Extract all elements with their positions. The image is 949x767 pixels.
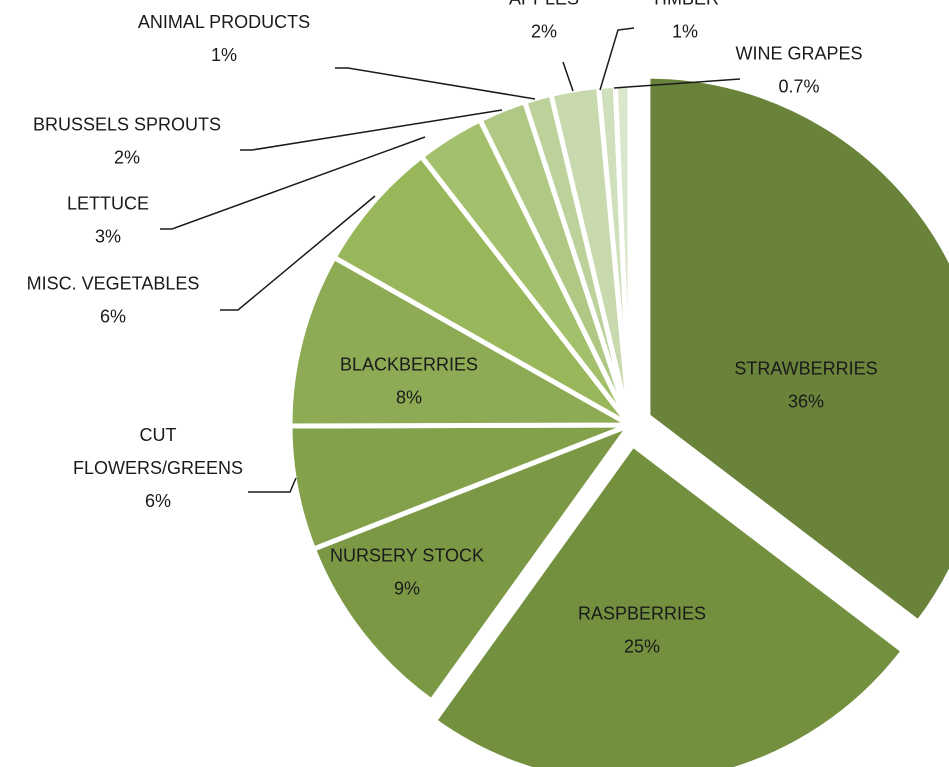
slice-name-label: STRAWBERRIES — [734, 359, 877, 379]
slice-percent-label: 25% — [624, 637, 660, 657]
slice-label: MISC. VEGETABLES 6% — [27, 274, 200, 327]
slice-percent-label: 3% — [95, 227, 121, 247]
slice-name-label: TIMBER — [651, 0, 719, 9]
slice-percent-label: 6% — [145, 491, 171, 511]
slice-name-label: ANIMAL PRODUCTS — [138, 12, 310, 32]
slice-labels: STRAWBERRIES 36% RASPBERRIES 25% NURSERY STO… — [27, 0, 878, 657]
slice-label: STRAWBERRIES 36% — [734, 359, 877, 412]
slice-name-label: MISC. VEGETABLES — [27, 274, 200, 294]
slice-percent-label: 2% — [114, 148, 140, 168]
leader-line — [220, 195, 376, 311]
slice-label: TIMBER 1% — [651, 0, 719, 42]
leader-line — [613, 78, 741, 89]
leader-line — [240, 109, 503, 151]
slice-name-label: WINE GRAPES — [735, 44, 862, 64]
slice-label: LETTUCE 3% — [67, 194, 149, 247]
slice-label: CUT FLOWERS/GREENS 6% — [73, 425, 243, 511]
pie-slice-wine-grapes — [612, 82, 633, 428]
pie-slice-raspberries — [431, 442, 906, 767]
slice-label: RASPBERRIES 25% — [578, 604, 706, 657]
pie-slice-blackberries — [287, 254, 633, 429]
slice-name-label: NURSERY STOCK — [330, 546, 484, 566]
slice-label: BLACKBERRIES 8% — [340, 355, 478, 408]
slice-percent-label: 0.7% — [778, 77, 819, 97]
slice-name-label: LETTUCE — [67, 194, 149, 214]
slice-name-label: CUT — [140, 425, 177, 445]
leader-line — [160, 136, 426, 230]
pie-slice-strawberries — [645, 73, 949, 625]
leader-line — [335, 67, 536, 100]
slice-percent-label: 9% — [394, 579, 420, 599]
pie-slice-nursery-stock — [310, 422, 633, 704]
slice-label: APPLES 2% — [509, 0, 579, 42]
slice-label: BRUSSELS SPROUTS 2% — [33, 115, 221, 168]
slice-percent-label: 36% — [788, 392, 824, 412]
slice-percent-label: 2% — [531, 22, 557, 42]
slice-name-label: RASPBERRIES — [578, 604, 706, 624]
leader-lines — [160, 27, 741, 493]
slice-label: NURSERY STOCK 9% — [330, 546, 484, 599]
slice-name-label: FLOWERS/GREENS — [73, 458, 243, 478]
leader-line — [248, 477, 297, 493]
slice-name-label: BRUSSELS SPROUTS — [33, 115, 221, 135]
slice-percent-label: 1% — [672, 22, 698, 42]
slice-label: WINE GRAPES 0.7% — [735, 44, 862, 97]
slice-percent-label: 8% — [396, 388, 422, 408]
slice-name-label: BLACKBERRIES — [340, 355, 478, 375]
leader-line — [599, 27, 635, 91]
slice-percent-label: 1% — [211, 45, 237, 65]
slice-name-label: APPLES — [509, 0, 579, 9]
pie-slice-misc-vegetables — [331, 153, 633, 428]
leader-line — [562, 61, 574, 92]
slice-percent-label: 6% — [100, 307, 126, 327]
pie-slices — [287, 73, 949, 767]
